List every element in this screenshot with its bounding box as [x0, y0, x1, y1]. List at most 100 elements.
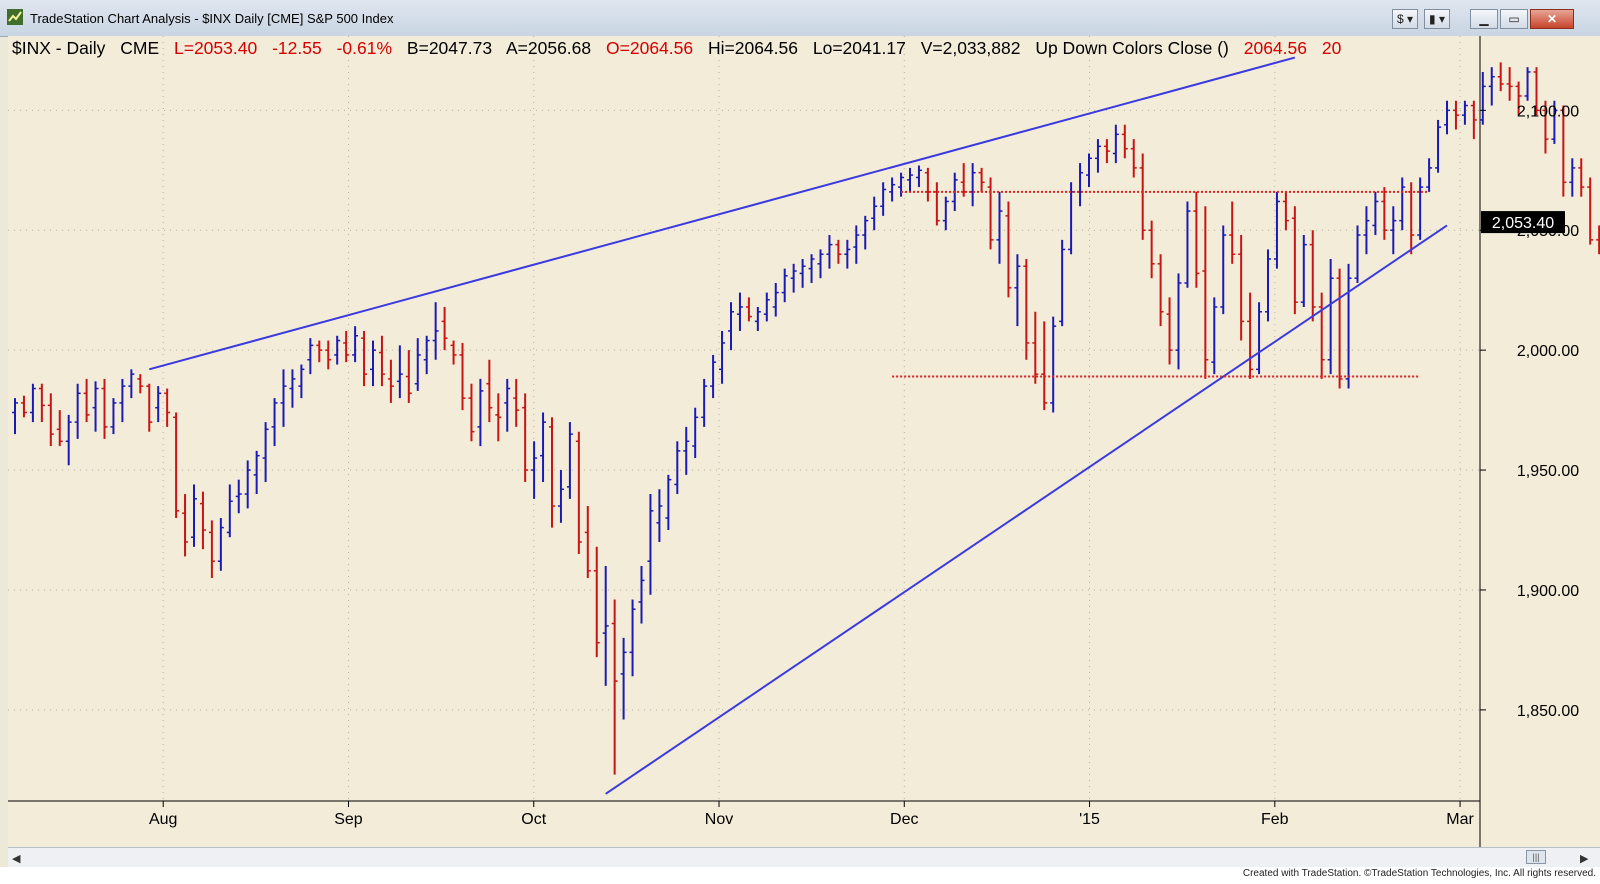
ohlc-bar [1211, 297, 1218, 375]
ohlc-bar [450, 340, 457, 365]
ohlc-bar [1032, 311, 1039, 384]
ohlc-bar [1560, 105, 1567, 197]
ohlc-bar [1086, 153, 1092, 188]
ohlc-bar [1300, 235, 1307, 307]
ohlc-bar [38, 383, 45, 423]
ohlc-bar [271, 398, 278, 447]
ohlc-bar [719, 330, 726, 384]
indicator-value-truncated: 20 [1321, 38, 1342, 58]
trendline[interactable] [148, 56, 1296, 371]
ohlc-bar [1023, 259, 1030, 360]
indicator-menu-icon[interactable]: ▮ ▾ [1424, 9, 1450, 29]
ohlc-bar [137, 374, 144, 394]
ohlc-bar [280, 369, 287, 427]
ohlc-bar [1202, 206, 1209, 379]
scroll-right-icon[interactable]: ▶ [1580, 853, 1589, 865]
ohlc-bar [1345, 263, 1352, 389]
ohlc-bar [844, 239, 851, 269]
ohlc-bar [74, 383, 81, 439]
dollar-menu-icon[interactable]: $ ▾ [1392, 9, 1418, 29]
ohlc-bar [978, 167, 985, 192]
y-tick-label: 1,850.00 [1517, 703, 1579, 720]
footer: Created with TradeStation. ©TradeStation… [0, 867, 1600, 884]
price-chart[interactable]: 1,850.001,900.001,950.002,000.002,050.00… [8, 36, 1600, 847]
last-price-tag-label: 2,053.40 [1492, 215, 1554, 232]
ohlc-bar [1050, 316, 1057, 413]
ohlc-bar [343, 330, 350, 363]
trendline[interactable] [605, 224, 1448, 795]
minimize-icon[interactable]: ▁ [1470, 9, 1498, 29]
ohlc-bar [1390, 206, 1397, 255]
ohlc-bar [1444, 100, 1450, 135]
ohlc-bar [996, 191, 1003, 264]
indicator-value: 2064.56 [1243, 38, 1307, 58]
ohlc-bar [1157, 254, 1164, 327]
ohlc-bar [1363, 206, 1370, 255]
ohlc-bar [1229, 201, 1236, 264]
scroll-left-icon[interactable]: ◀ [12, 853, 21, 865]
ohlc-bar [853, 225, 860, 264]
ohlc-bar [459, 342, 466, 411]
ohlc-bar [1426, 158, 1433, 192]
ohlc-bar [20, 395, 27, 418]
ohlc-bar [763, 292, 770, 322]
ohlc-bar [1130, 139, 1137, 178]
ohlc-bar [1005, 201, 1012, 298]
ohlc-bar [880, 182, 887, 216]
ohlc-bar [1291, 206, 1298, 315]
ohlc-bar [1309, 230, 1316, 322]
ohlc-bar [495, 393, 502, 442]
ohlc-bar [325, 340, 332, 370]
ohlc-bar [1273, 191, 1280, 269]
scroll-thumb[interactable]: ||| [1526, 850, 1546, 864]
ohlc-bar [1247, 292, 1254, 379]
ohlc-bar [1121, 124, 1128, 159]
ohlc-bar [799, 259, 806, 288]
ohlc-bar [334, 335, 341, 365]
ohlc-bar [1354, 225, 1361, 284]
ohlc-bar [1112, 124, 1119, 164]
ohlc-bar [1148, 220, 1155, 279]
ohlc-bar [710, 354, 717, 399]
ohlc-bar [1381, 187, 1388, 240]
ohlc-bar [540, 412, 547, 483]
ohlc-bar [477, 378, 484, 447]
status-line: $INX - Daily CME L=2053.40 -12.55 -0.61%… [12, 37, 1351, 59]
x-tick-label: '15 [1079, 811, 1100, 828]
ohlc-bar [602, 565, 609, 686]
ohlc-bar [47, 393, 54, 447]
ohlc-bar [414, 338, 421, 391]
ohlc-bar [173, 412, 180, 519]
x-tick-label: Dec [890, 811, 918, 828]
close-icon[interactable]: ✕ [1530, 9, 1574, 29]
bid-price: B=2047.73 [406, 38, 493, 58]
ohlc-bar [790, 263, 797, 293]
horizontal-scrollbar[interactable]: ◀ ||| ▶ [8, 847, 1600, 868]
ohlc-bar [1533, 67, 1540, 116]
ohlc-bar [83, 378, 90, 423]
y-tick-label: 1,950.00 [1517, 463, 1579, 480]
ohlc-bar [1184, 201, 1191, 288]
ohlc-bar [155, 386, 162, 423]
ohlc-bar [405, 350, 412, 403]
y-tick-label: 2,100.00 [1517, 103, 1579, 120]
ohlc-bar [217, 518, 224, 571]
ohlc-bar [1569, 158, 1576, 197]
volume-value: V=2,033,882 [920, 38, 1021, 58]
ohlc-bar [1256, 302, 1263, 375]
chart-area[interactable]: 1,850.001,900.001,950.002,000.002,050.00… [8, 36, 1600, 847]
ohlc-bar [907, 167, 913, 192]
ohlc-bar [835, 239, 842, 264]
ohlc-bar [754, 306, 761, 331]
ohlc-bar [1515, 81, 1522, 116]
ohlc-bar [817, 249, 824, 279]
ohlc-bar [611, 599, 618, 775]
copyright-text: Created with TradeStation. ©TradeStation… [1242, 868, 1596, 879]
ohlc-bar [1542, 100, 1549, 154]
ohlc-bar [871, 196, 878, 231]
ask-price: A=2056.68 [505, 38, 592, 58]
ohlc-bar [1587, 177, 1594, 245]
restore-icon[interactable]: ▭ [1500, 9, 1528, 29]
ohlc-bar [915, 165, 922, 188]
ohlc-bar [307, 338, 314, 375]
